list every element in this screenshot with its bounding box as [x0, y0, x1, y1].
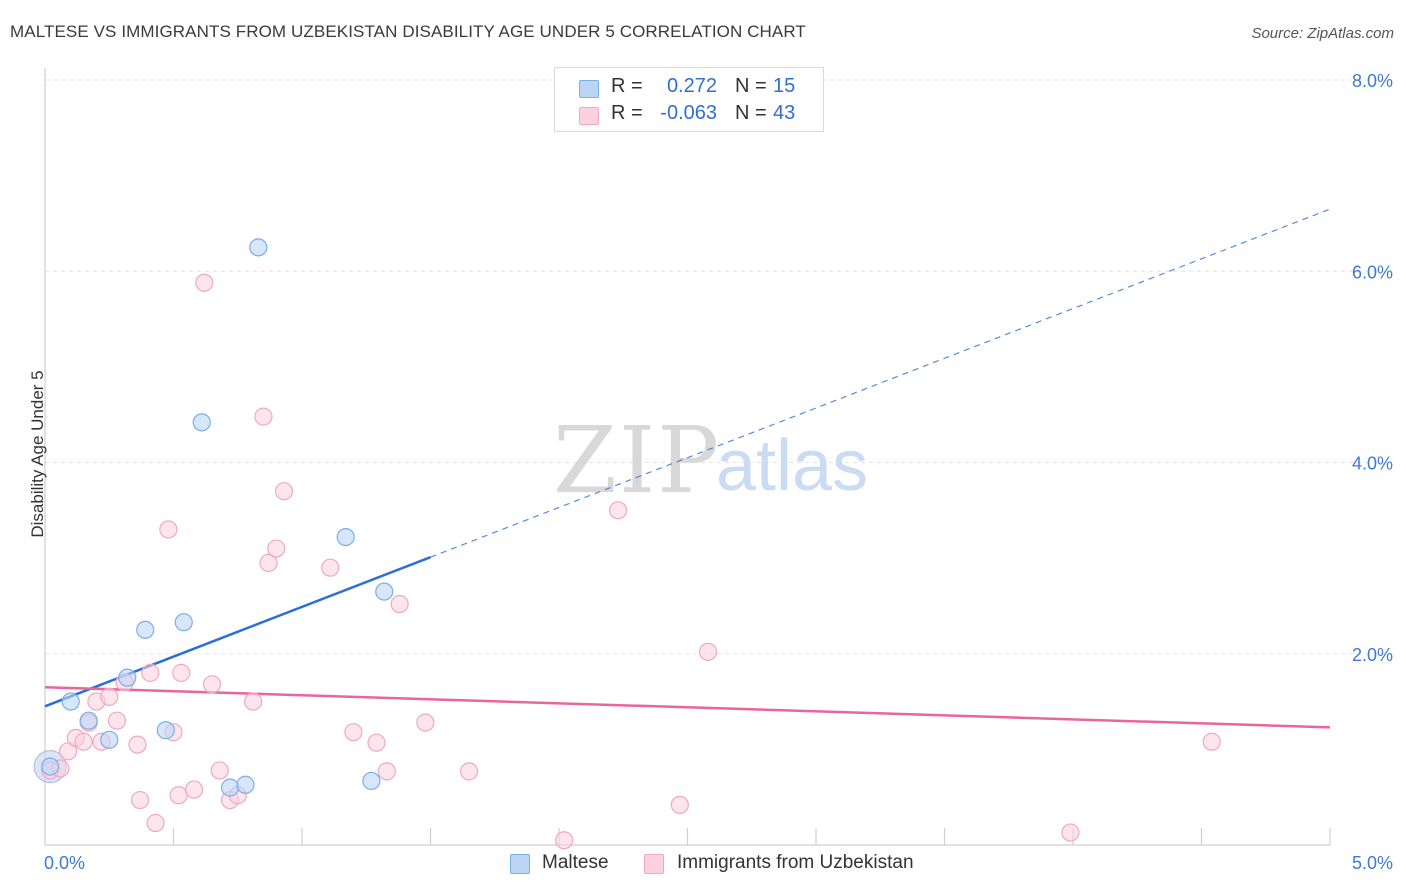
maltese-trend-dashed	[430, 208, 1331, 558]
uzbek-point	[459, 762, 479, 781]
maltese-point	[236, 775, 255, 794]
maltese-point	[336, 527, 355, 547]
uzbek-point	[367, 733, 386, 752]
uzbek-point	[172, 663, 191, 682]
x-tick-label: 0.0%	[44, 853, 85, 873]
uzbek-point	[146, 813, 165, 833]
uzbek-point	[141, 663, 160, 682]
n-value: 15	[773, 75, 796, 97]
n-label: N =	[735, 75, 767, 97]
uzbek-point	[416, 713, 435, 732]
uzbek-point	[130, 790, 150, 810]
uzbek-point	[344, 723, 363, 742]
uzbek-point	[202, 675, 222, 694]
uzbek-point	[210, 761, 229, 780]
watermark: ZIP atlas	[553, 407, 868, 514]
uzbek-point	[274, 482, 294, 501]
trend-lines	[44, 208, 1331, 729]
n-label: N =	[735, 102, 767, 124]
source-label: Source: ZipAtlas.com	[1251, 25, 1394, 42]
series-legend: Maltese Immigrants from Uzbekistan	[0, 852, 1406, 878]
legend-row-uzbek: R = -0.063 N = 43	[555, 102, 823, 128]
uzbek-point	[159, 520, 178, 539]
uzbek-swatch	[579, 107, 599, 125]
uzbek-point	[555, 831, 574, 850]
uzbek-point	[670, 795, 689, 814]
grid-lines	[45, 79, 1392, 655]
data-points	[33, 238, 1221, 850]
maltese-swatch	[510, 854, 530, 874]
maltese-point	[362, 771, 381, 791]
uzbek-point	[390, 594, 409, 614]
uzbek-point	[107, 711, 127, 730]
uzbek-point	[259, 553, 278, 573]
uzbek-point	[128, 735, 147, 754]
n-value: 43	[773, 102, 796, 124]
maltese-swatch	[579, 80, 599, 98]
maltese-point	[174, 613, 193, 632]
uzbek-point	[244, 692, 263, 711]
y-axis-label: Disability Age Under 5	[28, 370, 47, 538]
maltese-point	[118, 668, 137, 687]
legend-label-maltese: Maltese	[542, 852, 609, 873]
correlation-legend: R = 0.272 N = 15 R = -0.063 N = 43	[554, 67, 824, 132]
uzbek-point	[100, 687, 119, 706]
uzbek-point	[59, 742, 78, 761]
uzbek-point	[184, 780, 204, 799]
uzbek-swatch	[644, 854, 664, 874]
uzbek-point	[169, 786, 188, 805]
y-tick-label: 2.0%	[1352, 645, 1393, 665]
r-value: 0.272	[666, 75, 717, 97]
maltese-point	[61, 692, 80, 711]
maltese-trend-line	[44, 556, 431, 708]
uzbek-point	[698, 642, 718, 661]
uzbek-point	[609, 501, 628, 520]
x-tick-label: 5.0%	[1352, 853, 1393, 873]
maltese-point	[249, 238, 268, 257]
maltese-point	[220, 778, 240, 797]
y-tick-label: 4.0%	[1352, 454, 1393, 474]
maltese-point	[41, 757, 60, 776]
uzbek-point	[74, 732, 93, 751]
legend-label-uzbek: Immigrants from Uzbekistan	[677, 852, 914, 873]
watermark-zip: ZIP	[553, 407, 721, 514]
uzbek-point	[377, 762, 396, 781]
uzbek-trend-line	[44, 685, 1331, 729]
tick-labels: 2.0% 4.0% 6.0% 8.0% 0.0% 5.0%	[44, 71, 1393, 873]
uzbek-point	[321, 558, 340, 577]
y-tick-label: 8.0%	[1352, 71, 1393, 91]
uzbek-point	[1202, 732, 1221, 751]
maltese-point	[100, 730, 119, 749]
uzbek-point	[254, 407, 273, 426]
watermark-atlas: atlas	[716, 426, 868, 506]
maltese-point	[79, 711, 98, 730]
y-tick-label: 6.0%	[1352, 262, 1393, 282]
uzbek-point	[1061, 823, 1080, 842]
r-label: R =	[611, 75, 643, 97]
uzbek-point	[195, 273, 214, 292]
maltese-point	[192, 413, 211, 432]
chart-title: MALTESE VS IMMIGRANTS FROM UZBEKISTAN DI…	[10, 22, 806, 41]
uzbek-point	[267, 539, 286, 558]
maltese-point	[136, 620, 155, 639]
legend-row-maltese: R = 0.272 N = 15	[555, 75, 823, 101]
r-value: -0.063	[660, 102, 717, 124]
r-label: R =	[611, 102, 643, 124]
maltese-point	[375, 582, 394, 601]
maltese-point	[156, 721, 175, 740]
